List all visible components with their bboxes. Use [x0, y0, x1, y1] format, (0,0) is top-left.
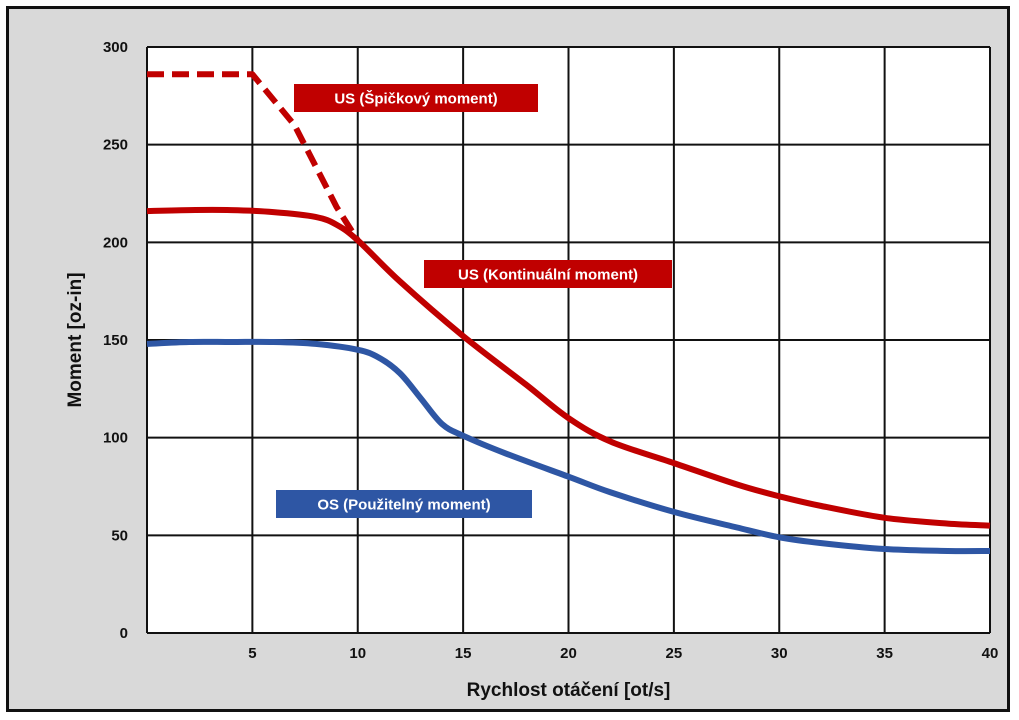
x-tick-label: 5 — [248, 645, 256, 662]
series-usable-torque-line — [146, 338, 991, 555]
y-tick-label: 150 — [103, 332, 128, 349]
series-label-usable-torque-box — [276, 490, 532, 518]
x-tick-label: 25 — [666, 645, 683, 662]
series-continuous-torque-line — [146, 206, 991, 529]
y-tick-label: 300 — [103, 39, 128, 56]
x-tick-label: 15 — [455, 645, 472, 662]
tick-labels: 5 10 15 20 25 30 35 40 0 50 100 150 200 250 300 — [103, 39, 998, 662]
x-tick-label: 40 — [982, 645, 999, 662]
y-tick-label: 100 — [103, 430, 128, 447]
series-labels: US (Špičkový moment) US (Kontinuální mome… — [276, 84, 672, 518]
y-tick-label: 0 — [120, 625, 128, 642]
x-tick-label: 30 — [771, 645, 788, 662]
chart-svg: 5 10 15 20 25 30 35 40 0 50 100 150 200 250 300 US (Šp… — [65, 39, 998, 701]
x-axis-title: Rychlost otáčení [ot/s] — [467, 680, 671, 701]
y-tick-label: 250 — [103, 137, 128, 154]
y-tick-label: 200 — [103, 234, 128, 251]
series-label-continuous-torque: US (Kontinuální moment) — [458, 267, 638, 284]
y-axis-title: Moment [oz-in] — [65, 272, 86, 407]
x-tick-label: 35 — [876, 645, 893, 662]
y-tick-label: 50 — [111, 527, 128, 544]
x-tick-label: 20 — [560, 645, 577, 662]
series-label-peak-torque: US (Špičkový moment) — [334, 90, 497, 108]
grid-lines — [146, 46, 991, 634]
series-label-continuous-torque-box — [424, 260, 672, 288]
series-lines — [146, 71, 991, 555]
series-label-usable-torque: OS (Použitelný moment) — [317, 497, 490, 514]
x-tick-label: 10 — [349, 645, 366, 662]
series-label-peak-torque-box — [294, 84, 538, 112]
chart-frame: 5 10 15 20 25 30 35 40 0 50 100 150 200 250 300 US (Šp… — [6, 6, 1010, 712]
series-peak-torque-line — [147, 71, 361, 243]
